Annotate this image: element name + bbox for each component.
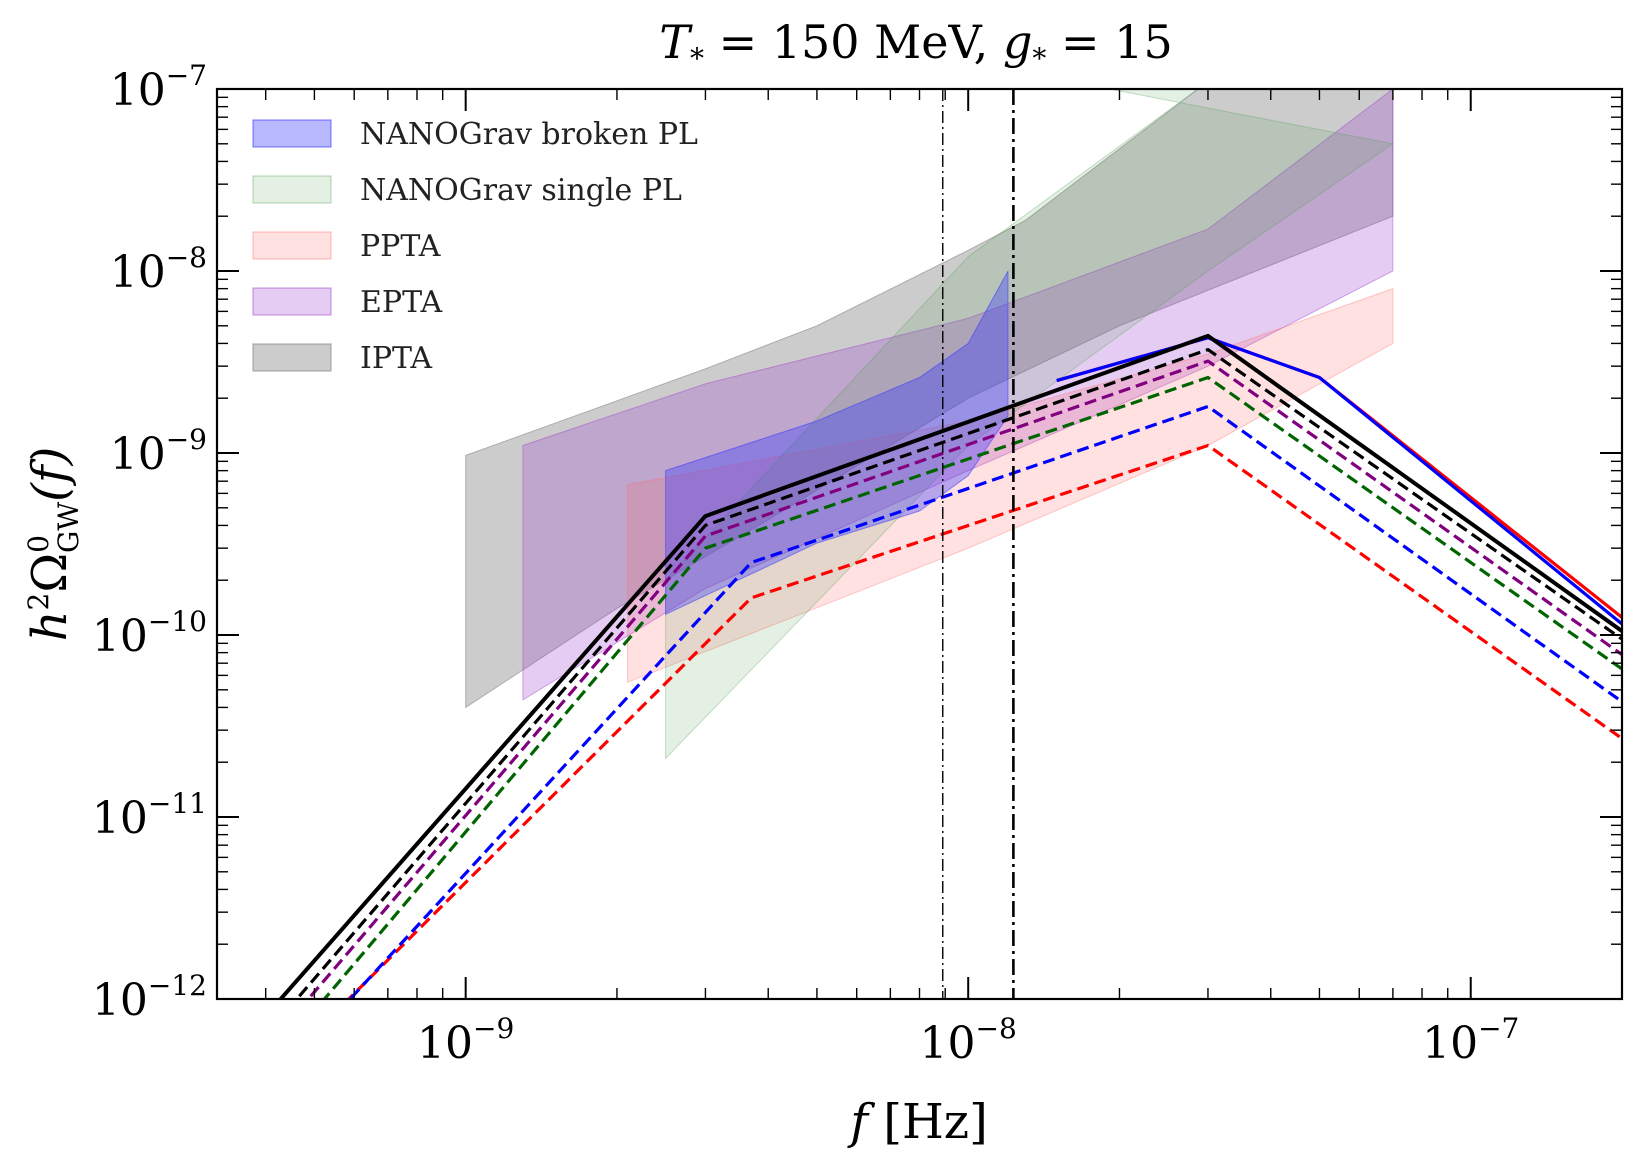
x-tick-label: 10−7 xyxy=(1422,1012,1519,1069)
curve-dashed-0 xyxy=(346,443,1622,999)
legend-item-nanograv-single-pl: NANOGrav single PL xyxy=(252,173,682,208)
legend: NANOGrav broken PL NANOGrav single PL PPTA… xyxy=(252,117,698,376)
reference-lines xyxy=(942,89,1015,999)
x-tick-label: 10−8 xyxy=(920,1012,1017,1069)
legend-swatch xyxy=(252,343,332,372)
curve-dashed-3 xyxy=(306,359,1622,999)
legend-label: IPTA xyxy=(360,341,432,376)
curve-solid-7 xyxy=(278,333,1622,999)
legend-item-nanograv-broken-pl: NANOGrav broken PL xyxy=(252,117,698,152)
chart-title: T* = 150 MeV, g* = 15 xyxy=(659,15,1172,75)
legend-label: EPTA xyxy=(360,285,442,320)
legend-swatch xyxy=(252,231,332,260)
legend-swatch xyxy=(252,287,332,316)
band-ipta xyxy=(465,89,1394,709)
spectrum-curves xyxy=(278,333,1622,999)
y-tick-labels: 10−12 10−11 10−10 10−9 10−8 10−7 xyxy=(92,59,207,1026)
band-ppta xyxy=(627,287,1394,684)
y-tick-label: 10−7 xyxy=(110,59,207,116)
y-tick-label: 10−10 xyxy=(92,605,207,662)
legend-item-epta: EPTA xyxy=(252,285,442,320)
legend-item-ppta: PPTA xyxy=(252,229,441,264)
curve-dashed-4 xyxy=(294,348,1622,999)
pta-bands xyxy=(465,89,1395,760)
x-axis-label: f [Hz] xyxy=(847,1094,988,1150)
legend-label: NANOGrav single PL xyxy=(360,173,682,208)
band-nanograv-broken-pl xyxy=(665,270,1009,616)
legend-label: NANOGrav broken PL xyxy=(360,117,698,152)
x-tick-labels: 10−9 10−8 10−7 xyxy=(417,1012,1519,1069)
legend-swatch xyxy=(252,175,332,204)
band-epta xyxy=(522,89,1394,701)
legend-item-ipta: IPTA xyxy=(252,341,432,376)
band-nanograv-single-pl xyxy=(665,89,1395,760)
y-tick-label: 10−11 xyxy=(92,787,207,844)
y-tick-label: 10−12 xyxy=(92,969,207,1026)
legend-label: PPTA xyxy=(360,229,441,264)
y-axis-label: h2Ω0GW(f) xyxy=(22,447,85,642)
legend-swatch xyxy=(252,119,332,148)
curve-dashed-2 xyxy=(322,375,1622,999)
axis-ticks xyxy=(217,88,1623,1000)
curve-solid-6 xyxy=(1056,336,1622,626)
y-tick-label: 10−9 xyxy=(110,423,207,480)
curve-dashed-1 xyxy=(347,404,1622,999)
y-tick-label: 10−8 xyxy=(110,241,207,298)
x-tick-label: 10−9 xyxy=(417,1012,514,1069)
